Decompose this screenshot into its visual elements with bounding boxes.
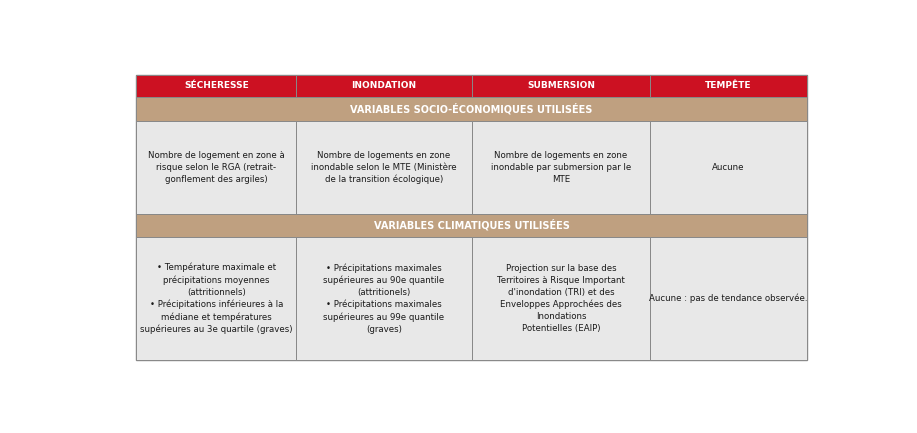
Bar [471,121,650,213]
Text: Nombre de logements en zone
inondable selon le MTE (Ministère
de la transition é: Nombre de logements en zone inondable se… [311,151,457,184]
Text: Aucune : pas de tendance observée.: Aucune : pas de tendance observée. [649,294,808,303]
Text: • Température maximale et
précipitations moyennes
(attritionnels)
• Précipitatio: • Température maximale et précipitations… [140,263,293,334]
Text: INONDATION: INONDATION [351,81,416,90]
Text: SUBMERSION: SUBMERSION [527,81,595,90]
Text: TEMPÊTE: TEMPÊTE [705,81,752,90]
Text: Aucune: Aucune [713,163,745,172]
Bar [137,75,296,97]
Bar [137,237,296,360]
Text: • Précipitations maximales
supérieures au 90e quantile
(attritionels)
• Précipit: • Précipitations maximales supérieures a… [324,263,445,334]
Bar [137,213,807,237]
Text: VARIABLES SOCIO-ÉCONOMIQUES UTILISÉES: VARIABLES SOCIO-ÉCONOMIQUES UTILISÉES [350,103,592,115]
Text: Nombre de logements en zone
inondable par submersion par le
MTE: Nombre de logements en zone inondable pa… [491,151,631,184]
Bar [296,237,471,360]
Text: SÉCHERESSE: SÉCHERESSE [184,81,249,90]
Bar [650,121,807,213]
Text: Projection sur la base des
Territoires à Risque Important
d'inondation (TRI) et : Projection sur la base des Territoires à… [497,264,624,333]
Text: VARIABLES CLIMATIQUES UTILISÉES: VARIABLES CLIMATIQUES UTILISÉES [373,220,569,231]
Bar [471,75,650,97]
Bar [137,75,807,360]
Bar [296,121,471,213]
Bar [137,97,807,121]
Bar [137,121,296,213]
Bar [650,75,807,97]
Bar [650,237,807,360]
Bar [471,237,650,360]
Text: Nombre de logement en zone à
risque selon le RGA (retrait-
gonflement des argile: Nombre de logement en zone à risque selo… [148,151,285,184]
Bar [296,75,471,97]
